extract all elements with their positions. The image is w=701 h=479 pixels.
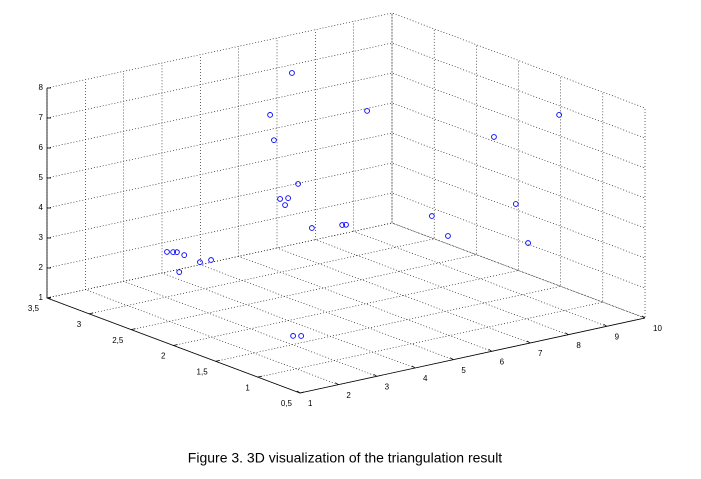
point	[343, 221, 349, 228]
grid-line	[131, 44, 477, 330]
grid-line	[46, 222, 646, 319]
point	[271, 137, 277, 144]
point	[556, 112, 562, 118]
y-tick-label: 1,5	[197, 367, 209, 376]
point	[176, 269, 183, 275]
grid-line	[391, 13, 646, 319]
grid-line	[238, 46, 492, 352]
grid-line	[299, 108, 646, 394]
z-tick-label: 1	[39, 293, 44, 302]
x-tick-label: 5	[461, 366, 466, 375]
y-tick	[215, 359, 220, 362]
grid-line	[315, 29, 569, 335]
point	[309, 225, 315, 231]
y-tick	[89, 312, 94, 315]
caption: Figure 3. 3D visualization of the triang…	[188, 450, 503, 466]
z-tick-label: 2	[39, 263, 44, 272]
y-tick	[131, 328, 136, 331]
point	[295, 181, 301, 187]
grid-line	[46, 72, 646, 169]
point	[364, 108, 370, 114]
z-tick-label: 8	[39, 83, 44, 92]
x-tick	[296, 390, 301, 394]
z-tick-label: 5	[39, 173, 44, 182]
point	[208, 257, 214, 263]
x-tick-label: 10	[653, 324, 662, 333]
y-tick-label: 2	[161, 352, 166, 361]
grid-line	[353, 21, 607, 327]
y-tick-label: 3	[77, 320, 82, 329]
grid-line	[46, 42, 646, 139]
point	[290, 333, 296, 339]
y-tick-label: 3,5	[28, 304, 40, 313]
z-tick-label: 7	[39, 113, 44, 122]
point	[174, 249, 180, 256]
x-tick-label: 9	[615, 332, 620, 341]
point	[525, 240, 531, 246]
x-tick-label: 3	[385, 382, 390, 391]
point	[181, 252, 188, 258]
y-tick	[46, 296, 52, 299]
grid-line	[215, 76, 561, 362]
point	[298, 333, 305, 339]
y-tick	[299, 391, 305, 394]
grid-line	[173, 60, 519, 346]
point	[267, 112, 273, 118]
x-tick	[565, 332, 569, 335]
y-tick-label: 2,5	[112, 336, 124, 345]
point	[429, 213, 435, 219]
grid-line	[46, 162, 646, 259]
grid-line	[46, 132, 646, 229]
point	[445, 233, 451, 239]
point	[197, 259, 203, 266]
x-tick	[641, 315, 646, 319]
grid-line	[161, 63, 416, 369]
x-tick-label: 4	[423, 374, 428, 383]
axis-line	[299, 317, 646, 394]
point	[170, 249, 176, 255]
x-tick	[335, 382, 339, 385]
point	[164, 249, 170, 255]
x-tick-label: 7	[538, 349, 543, 358]
y-tick	[173, 344, 178, 346]
x-tick-label: 2	[346, 391, 351, 400]
x-tick	[488, 349, 492, 352]
x-tick	[373, 374, 377, 377]
point	[277, 196, 283, 202]
point	[289, 70, 295, 76]
z-tick-label: 6	[39, 143, 44, 152]
grid-line	[46, 102, 646, 199]
point	[491, 134, 497, 140]
x-tick-label: 1	[308, 399, 313, 408]
grid-line	[46, 13, 393, 299]
z-tick-label: 3	[39, 233, 44, 242]
x-tick	[450, 357, 454, 360]
z-tick-label: 4	[39, 203, 44, 212]
x-tick	[411, 365, 416, 369]
grid-line	[89, 28, 435, 315]
x-tick	[603, 324, 607, 327]
y-tick	[257, 375, 262, 378]
y-tick-label: 0,5	[281, 399, 293, 408]
x-tick-label: 8	[576, 341, 581, 350]
point	[339, 222, 346, 228]
x-tick	[526, 340, 531, 344]
point	[285, 195, 291, 201]
grid-line	[46, 12, 646, 109]
point	[512, 201, 519, 207]
grid-line	[257, 92, 604, 378]
grid-line	[46, 192, 646, 289]
grid-line	[276, 38, 531, 344]
y-tick-label: 1	[245, 383, 250, 392]
point	[282, 202, 288, 208]
grid-line	[200, 54, 454, 360]
x-tick-label: 6	[500, 357, 505, 366]
